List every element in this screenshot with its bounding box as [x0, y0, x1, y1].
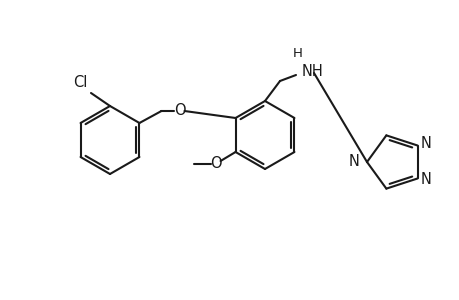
- Text: N: N: [420, 172, 431, 187]
- Text: H: H: [292, 47, 302, 60]
- Text: O: O: [173, 103, 185, 118]
- Text: N: N: [420, 136, 431, 151]
- Text: N: N: [348, 154, 359, 169]
- Text: O: O: [209, 155, 221, 170]
- Text: NH: NH: [302, 64, 323, 79]
- Text: Cl: Cl: [73, 75, 88, 90]
